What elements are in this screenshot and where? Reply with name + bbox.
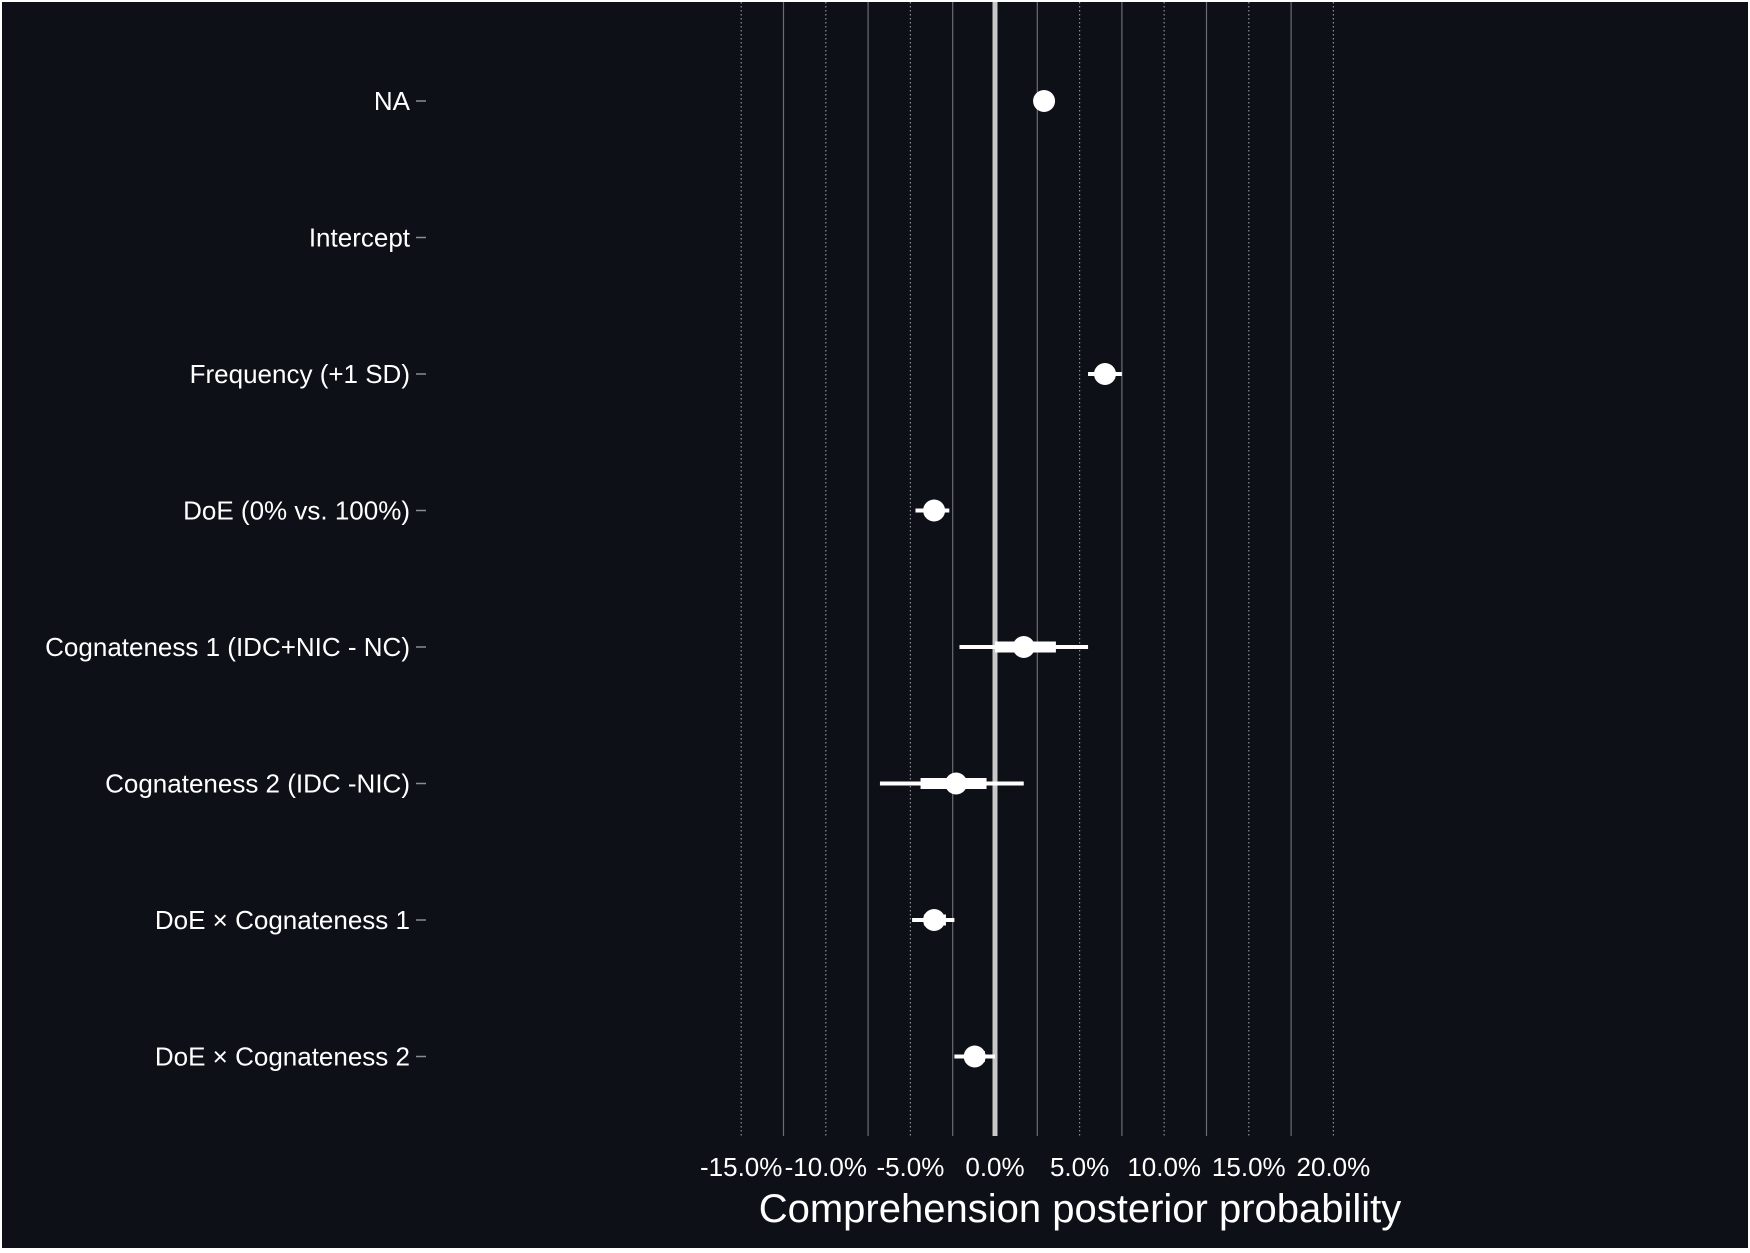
y-tick-label: DoE (0% vs. 100%): [183, 496, 410, 526]
y-tick-label: DoE × Cognateness 1: [155, 905, 410, 935]
y-tick-label: Intercept: [309, 223, 411, 253]
x-tick-label: 5.0%: [1050, 1152, 1109, 1182]
y-tick-label: NA: [374, 86, 411, 116]
point-estimate: [923, 909, 946, 931]
point-estimate: [1033, 90, 1056, 112]
y-tick-label: Cognateness 2 (IDC -NIC): [105, 769, 410, 799]
x-tick-label: -10.0%: [785, 1152, 867, 1182]
y-axis-labels: NA Intercept Frequency (+1 SD) DoE (0% vs. …: [45, 86, 411, 1072]
y-axis-ticks: [416, 100, 426, 1058]
y-tick-label: DoE × Cognateness 2: [155, 1042, 410, 1072]
x-axis-title: Comprehension posterior probability: [759, 1187, 1402, 1231]
point-estimate: [1093, 363, 1116, 385]
point-estimate: [1012, 636, 1035, 658]
x-tick-label: 10.0%: [1127, 1152, 1201, 1182]
point-estimate: [963, 1045, 986, 1068]
point-estimate: [923, 499, 946, 522]
x-tick-label: 15.0%: [1212, 1152, 1286, 1182]
x-tick-label: -15.0%: [700, 1152, 782, 1182]
y-tick-label: Cognateness 1 (IDC+NIC - NC): [45, 632, 410, 662]
grid-lines: [740, 2, 1335, 1136]
x-tick-label: 0.0%: [965, 1152, 1024, 1182]
y-tick-label: Frequency (+1 SD): [190, 359, 410, 389]
point-estimate: [945, 772, 968, 795]
x-tick-label: 20.0%: [1297, 1152, 1371, 1182]
estimate-marks: [879, 90, 1122, 1068]
x-axis-labels: -15.0% -10.0% -5.0% 0.0% 5.0% 10.0% 15.0% 20.0%: [700, 1152, 1370, 1182]
x-tick-label: -5.0%: [876, 1152, 944, 1182]
